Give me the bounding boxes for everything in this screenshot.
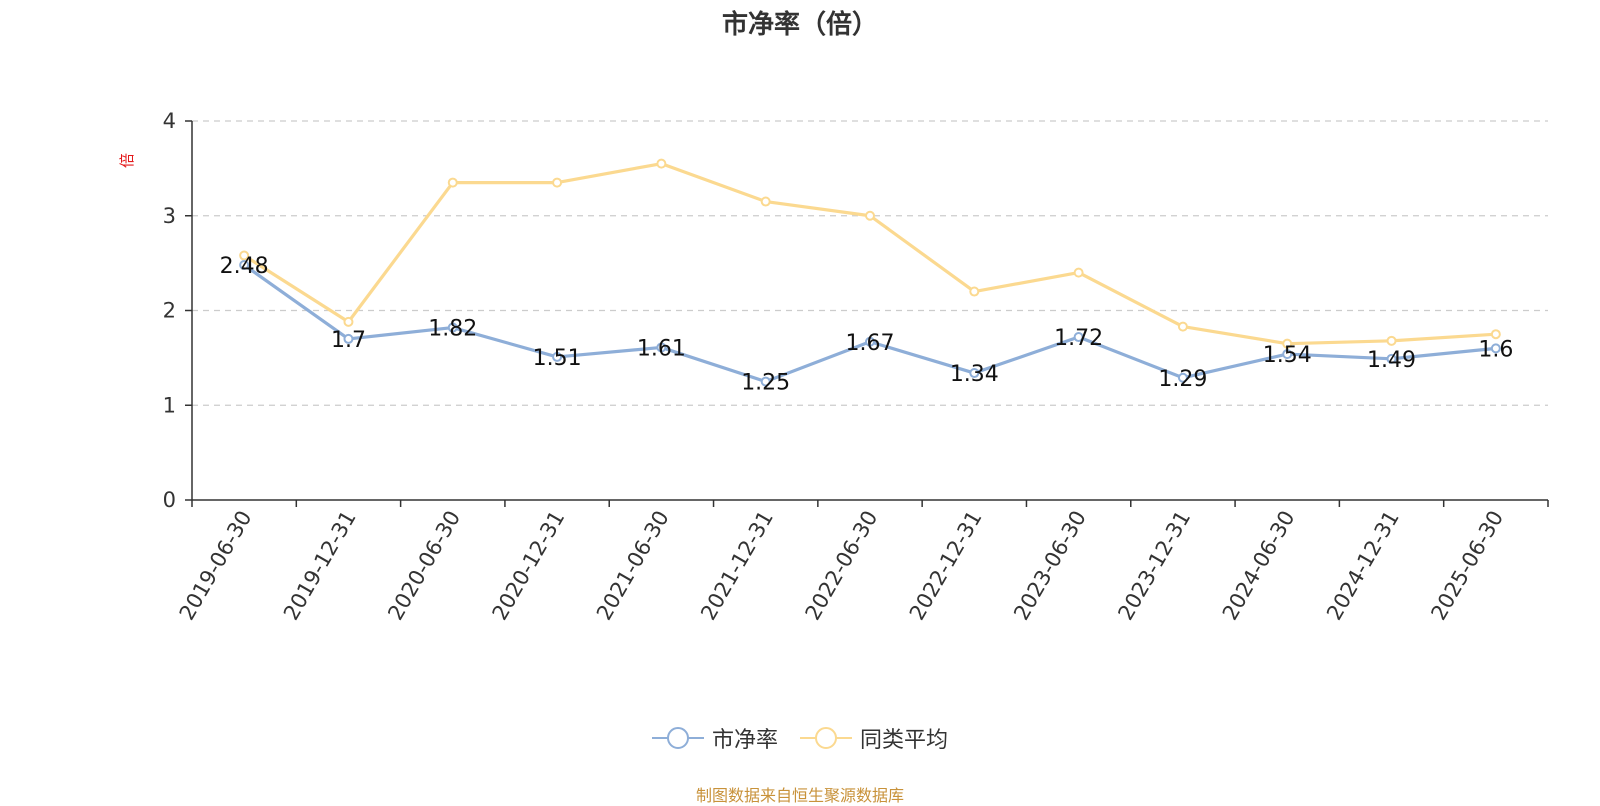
peer-avg-point — [343, 316, 354, 327]
peer-avg-point — [1073, 267, 1084, 278]
data-label: 1.51 — [533, 346, 582, 371]
data-label: 1.49 — [1367, 348, 1416, 373]
pb-point — [1386, 353, 1397, 364]
pb-point — [969, 368, 980, 379]
peer-avg-point — [1177, 321, 1188, 332]
x-tick-label: 2023-06-30 — [1009, 507, 1091, 625]
x-tick-label: 2024-06-30 — [1218, 507, 1300, 625]
legend-peer-avg-marker-icon — [800, 726, 852, 750]
pb-point — [447, 322, 458, 333]
pb-point — [1490, 343, 1501, 354]
x-tick-label: 2022-12-31 — [905, 506, 987, 624]
data-label: 1.82 — [428, 317, 477, 342]
data-label: 2.48 — [220, 254, 269, 279]
legend-item-peer-avg[interactable]: 同类平均 — [800, 722, 948, 754]
peer-avg-point — [760, 196, 771, 207]
y-tick-label: 0 — [163, 488, 176, 512]
source-note: 制图数据来自恒生聚源数据库 — [695, 786, 904, 805]
data-label: 1.61 — [637, 336, 686, 361]
x-tick-label: 2024-12-31 — [1322, 507, 1404, 625]
data-label: 1.34 — [950, 362, 999, 387]
legend-item-pb[interactable]: 市净率 — [651, 722, 778, 754]
peer-avg-point — [447, 177, 458, 188]
peer-avg-point — [552, 177, 563, 188]
legend: 市净率 同类平均 — [0, 722, 1600, 754]
pb-point — [239, 260, 250, 271]
pb-point — [552, 351, 563, 362]
pb-point — [1282, 349, 1293, 360]
legend-pb-marker-icon — [651, 726, 704, 750]
pb-point — [1177, 372, 1188, 383]
peer-avg-point — [239, 250, 250, 261]
peer-avg-point — [656, 158, 667, 169]
data-label: 1.25 — [741, 371, 790, 396]
y-tick-label: 2 — [163, 299, 176, 323]
y-tick-label: 4 — [163, 109, 176, 133]
x-tick-label: 2025-06-30 — [1426, 507, 1508, 625]
peer-avg-point — [865, 210, 875, 221]
data-label: 1.67 — [846, 331, 895, 356]
x-tick-label: 2019-12-31 — [279, 507, 361, 625]
x-tick-label: 2022-06-30 — [801, 507, 883, 625]
y-tick-label: 1 — [163, 393, 176, 417]
x-tick-label: 2023-12-31 — [1113, 507, 1195, 625]
pb-point — [760, 376, 771, 387]
y-tick-label: 3 — [163, 204, 176, 228]
data-label: 1.54 — [1263, 343, 1312, 368]
peer-avg-point — [969, 286, 980, 297]
pb-point — [343, 333, 354, 344]
legend-pb-label: 市净率 — [711, 728, 778, 753]
pb-point — [656, 342, 667, 353]
legend-peer-avg-label: 同类平均 — [860, 728, 949, 753]
x-tick-label: 2020-06-30 — [383, 507, 465, 625]
pb-point — [1073, 332, 1084, 343]
x-tick-label: 2021-12-31 — [696, 507, 778, 625]
data-label: 1.29 — [1158, 367, 1207, 392]
pb-point — [865, 336, 875, 347]
x-tick-label: 2019-06-30 — [175, 507, 257, 625]
data-label: 1.72 — [1054, 326, 1103, 351]
peer-avg-point — [1490, 329, 1501, 340]
chart-title: 市净率（倍） — [721, 10, 878, 40]
x-tick-label: 2020-12-31 — [488, 507, 570, 625]
data-label: 1.7 — [331, 328, 366, 353]
data-label: 1.6 — [1478, 337, 1513, 362]
peer-avg-point — [1282, 338, 1293, 349]
x-tick-label: 2021-06-30 — [592, 507, 674, 625]
peer-avg-point — [1386, 335, 1397, 346]
